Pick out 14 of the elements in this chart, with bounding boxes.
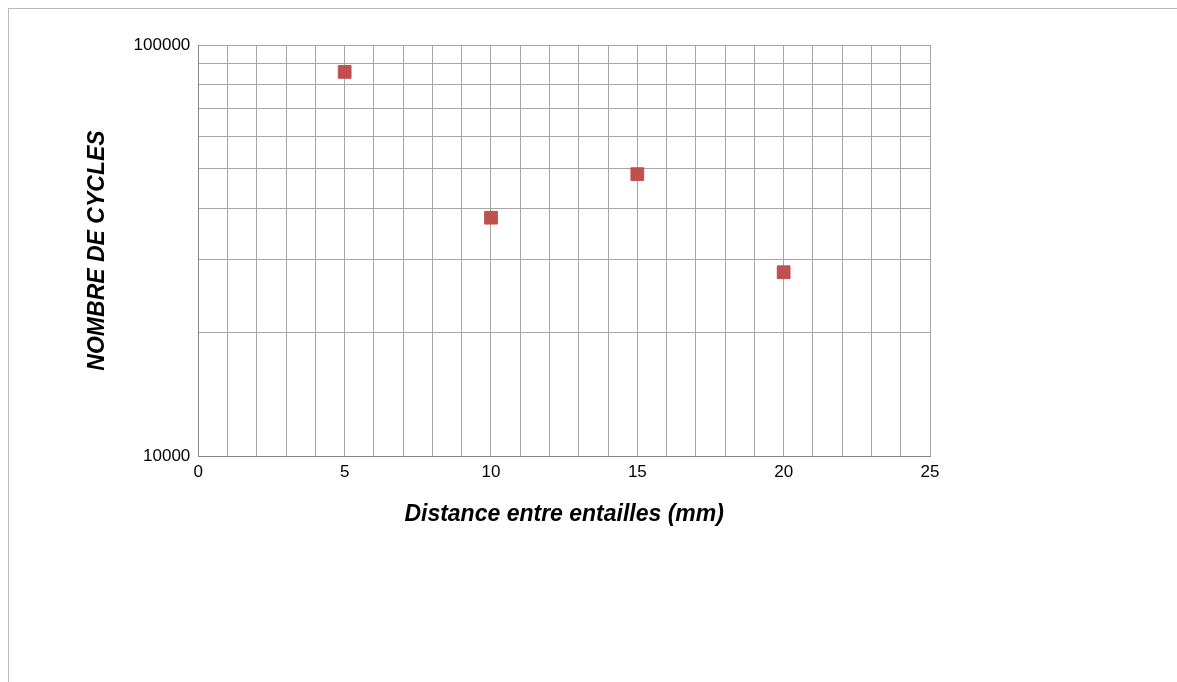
y-axis-title: NOMBRE DE CYCLES <box>83 129 110 371</box>
x-tick-label: 10 <box>481 461 501 481</box>
point <box>776 265 791 280</box>
point <box>630 167 645 182</box>
point <box>337 65 352 79</box>
x-tick-label: 15 <box>627 461 647 481</box>
x-tick-label: 0 <box>193 461 204 481</box>
y-tick-label: 10000 <box>143 445 191 465</box>
x-tick-label: 20 <box>774 461 794 481</box>
x-tick-label: 25 <box>920 461 940 481</box>
point <box>484 210 498 225</box>
x-tick-label: 5 <box>339 461 350 481</box>
x-axis-title: Distance entre entailles (mm) <box>404 499 724 526</box>
y-tick-label: 100000 <box>133 34 191 54</box>
